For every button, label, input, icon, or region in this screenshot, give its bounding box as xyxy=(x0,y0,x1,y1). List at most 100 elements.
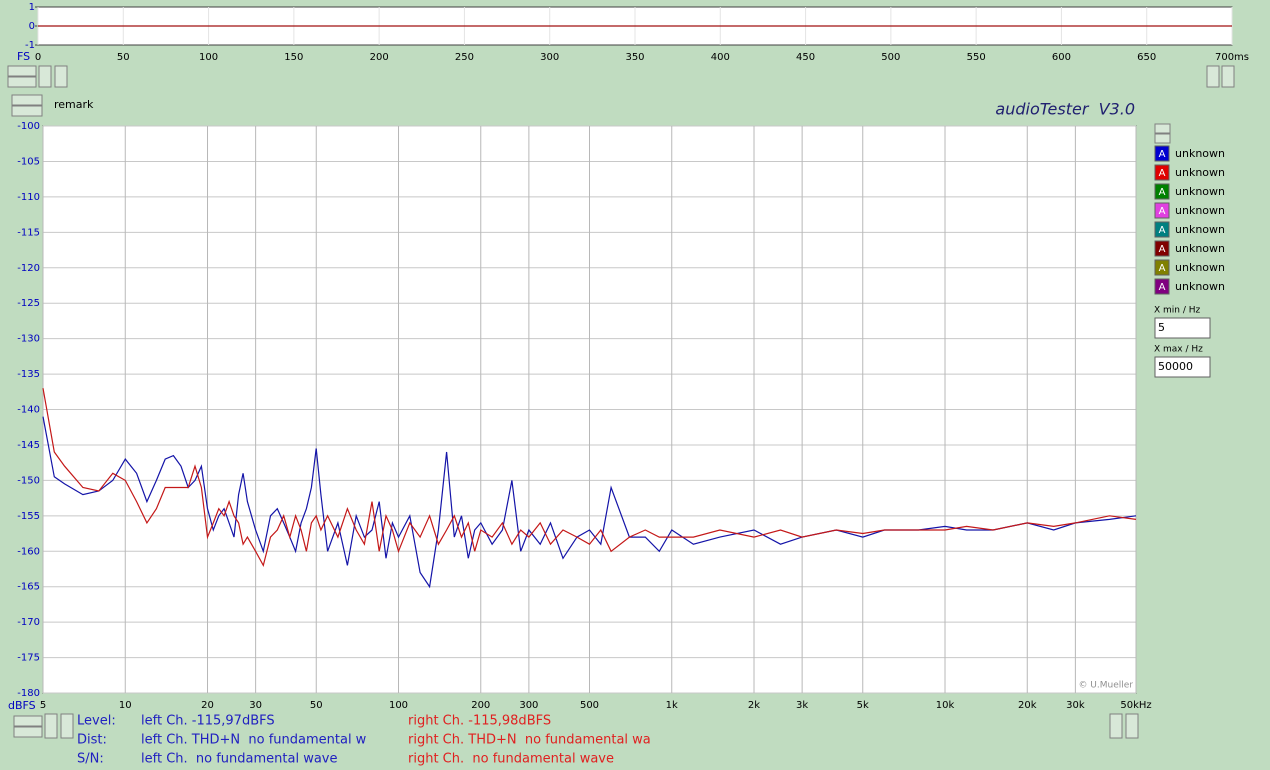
x-tick-label: 10 xyxy=(119,700,132,711)
spin-down[interactable] xyxy=(11,105,43,117)
y-tick-label: -175 xyxy=(17,653,40,664)
x-tick-label: 3k xyxy=(796,700,808,711)
y-tick-label: 1 xyxy=(29,2,35,13)
scroll-left[interactable] xyxy=(1206,65,1220,88)
legend-badge: A xyxy=(1159,225,1166,236)
legend-badge: A xyxy=(1159,244,1166,255)
spin-up[interactable] xyxy=(13,715,43,727)
y-tick-label: -1 xyxy=(25,40,35,51)
x-tick-label: 450 xyxy=(796,52,815,63)
remark: remark xyxy=(54,98,94,111)
y-tick-label: -160 xyxy=(17,546,40,557)
scroll-right[interactable] xyxy=(1125,713,1139,739)
status-right: right Ch. no fundamental wave xyxy=(408,752,614,767)
scroll-right[interactable] xyxy=(60,713,74,739)
x-tick-label: 1k xyxy=(666,700,678,711)
legend-swatch[interactable] xyxy=(1154,202,1170,219)
xmin-input[interactable] xyxy=(1154,317,1211,339)
y-tick-label: -105 xyxy=(17,156,40,167)
spin-up[interactable] xyxy=(11,94,43,106)
x-tick-label: 300 xyxy=(519,700,538,711)
y-tick-label: -110 xyxy=(17,192,40,203)
app-title: audioTester V3.0 xyxy=(995,100,1135,119)
x-tick-label: 350 xyxy=(625,52,644,63)
legend-swatch[interactable] xyxy=(1154,164,1170,181)
y-tick-label: 0 xyxy=(29,21,35,32)
xmax-value[interactable]: 50000 xyxy=(1158,360,1193,373)
spin-up[interactable] xyxy=(1154,123,1171,134)
y-tick-label: -100 xyxy=(17,121,40,132)
scroll-right[interactable] xyxy=(1221,65,1235,88)
status-right: right Ch. THD+N no fundamental wa xyxy=(408,733,651,748)
x-tick-label: 30 xyxy=(249,700,262,711)
y-tick-label: -155 xyxy=(17,511,40,522)
scroll-left[interactable] xyxy=(1109,713,1123,739)
status-left: left Ch. -115,97dBFS xyxy=(141,714,275,729)
x-tick-label: 400 xyxy=(711,52,730,63)
x-tick-label: 50 xyxy=(310,700,323,711)
y-tick-label: -170 xyxy=(17,617,40,628)
xmax-input[interactable] xyxy=(1154,356,1211,378)
x-tick-label: 20k xyxy=(1018,700,1037,711)
x-tick-label: 10k xyxy=(936,700,955,711)
spin-down[interactable] xyxy=(1154,133,1171,144)
y-tick-label: -180 xyxy=(17,688,40,699)
legend-swatch[interactable] xyxy=(1154,183,1170,200)
legend-swatch[interactable] xyxy=(1154,221,1170,238)
status-name: S/N: xyxy=(77,752,104,767)
legend-badge: A xyxy=(1159,168,1166,179)
scroll-left[interactable] xyxy=(44,713,58,739)
legend-label: unknown xyxy=(1175,261,1225,274)
x-tick-label: 500 xyxy=(881,52,900,63)
y-tick-label: -135 xyxy=(17,369,40,380)
x-tick-label: 200 xyxy=(471,700,490,711)
x-tick-label: 150 xyxy=(284,52,303,63)
spin-down[interactable] xyxy=(13,726,43,738)
y-tick-label: -165 xyxy=(17,582,40,593)
spin-down[interactable] xyxy=(7,76,37,88)
grid-layer xyxy=(42,125,1137,694)
x-tick-label: 50kHz xyxy=(1120,700,1151,711)
x-tick-label: 0 xyxy=(35,52,41,63)
legend-swatch[interactable] xyxy=(1154,278,1170,295)
series-line xyxy=(42,388,1137,568)
y-tick-label: -120 xyxy=(17,263,40,274)
x-tick-label: 300 xyxy=(540,52,559,63)
x-tick-label: 5 xyxy=(40,700,46,711)
xmin-value[interactable]: 5 xyxy=(1158,321,1165,334)
legend-swatch[interactable] xyxy=(1154,240,1170,257)
x-tick-label: 700ms xyxy=(1215,52,1249,63)
status-name: Level: xyxy=(77,714,116,729)
series-line xyxy=(42,416,1137,589)
xmin-label: X min / Hz xyxy=(1154,306,1201,316)
x-tick-label: 2k xyxy=(748,700,760,711)
legend-label: unknown xyxy=(1175,242,1225,255)
x-tick-label: 650 xyxy=(1137,52,1156,63)
y-tick-label: -115 xyxy=(17,227,40,238)
x-tick-label: 200 xyxy=(370,52,389,63)
scroll-left[interactable] xyxy=(38,65,52,88)
x-tick-label: 20 xyxy=(201,700,214,711)
scroll-right[interactable] xyxy=(54,65,68,88)
legend-swatch[interactable] xyxy=(1154,145,1170,162)
legend-swatch[interactable] xyxy=(1154,259,1170,276)
legend-label: unknown xyxy=(1175,280,1225,293)
legend-label: unknown xyxy=(1175,204,1225,217)
x-tick-label: 250 xyxy=(455,52,474,63)
legend-badge: A xyxy=(1159,263,1166,274)
status-name: Dist: xyxy=(77,733,107,748)
y-axis-label: dBFS xyxy=(8,699,36,712)
x-tick-label: 100 xyxy=(389,700,408,711)
legend-label: unknown xyxy=(1175,185,1225,198)
legend-badge: A xyxy=(1159,282,1166,293)
y-tick-label: -150 xyxy=(17,475,40,486)
spin-up[interactable] xyxy=(7,65,37,77)
status-left: left Ch. THD+N no fundamental w xyxy=(141,733,367,748)
x-tick-label: 550 xyxy=(967,52,986,63)
y-tick-label: -140 xyxy=(17,405,40,416)
axis-label: FS xyxy=(17,50,30,63)
x-tick-label: 500 xyxy=(580,700,599,711)
legend-label: unknown xyxy=(1175,223,1225,236)
